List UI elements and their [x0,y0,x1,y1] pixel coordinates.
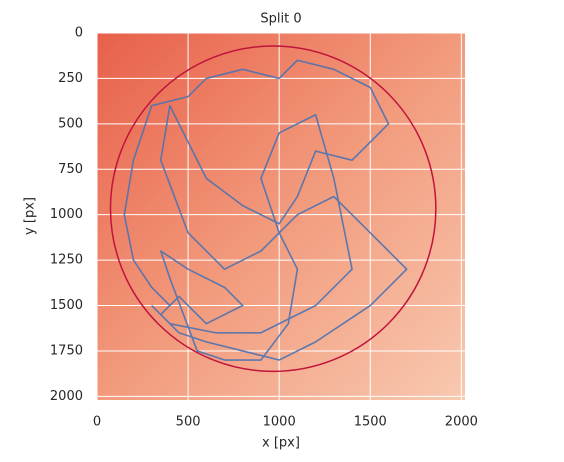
y-tick-label: 0 [75,26,83,41]
y-tick-label: 750 [58,162,83,177]
y-tick-label: 1250 [50,253,83,268]
arena-circle [109,45,437,373]
y-tick-label: 250 [58,71,83,86]
y-tick-label: 1750 [50,343,83,358]
y-tick-label: 2000 [50,389,83,404]
x-tick-label: 500 [176,415,201,430]
y-tick-label: 1500 [50,298,83,313]
x-axis-label: x [px] [262,436,300,451]
x-tick-label: 1500 [354,415,387,430]
y-tick-label: 500 [58,116,83,131]
chart-title: Split 0 [260,12,301,27]
x-tick-label: 2000 [445,415,478,430]
x-tick-label: 0 [93,415,101,430]
dish-image [97,33,465,400]
y-tick-label: 1000 [50,207,83,222]
trajectory [123,59,408,361]
x-tick-label: 1000 [263,415,296,430]
y-axis-label: y [px] [23,197,38,235]
